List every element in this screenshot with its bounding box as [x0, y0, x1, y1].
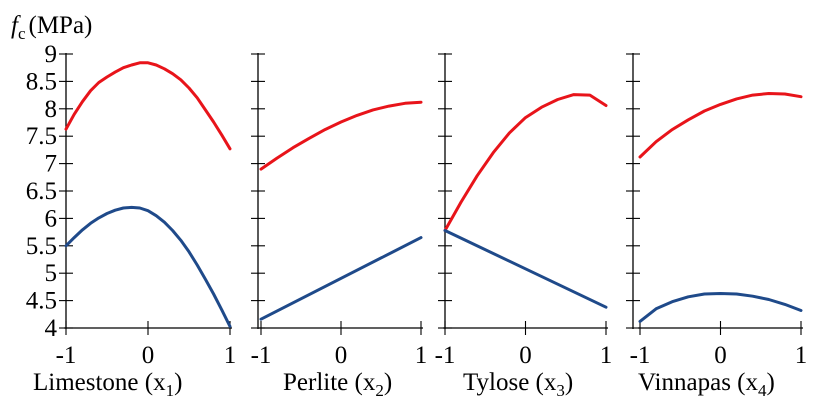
x-tick-label: 0 [714, 342, 727, 369]
x-tick-label: 0 [142, 342, 155, 369]
x-tick-label: 1 [415, 342, 428, 369]
panel-title-text: Limestone (x [33, 369, 166, 396]
series-line-blue [259, 236, 423, 321]
panel-2: -1 0 1 Perlite (x2) [251, 53, 428, 400]
panel-3: -1 0 1 Tylose (x3) [435, 53, 613, 400]
panel-title-close: ) [565, 369, 573, 396]
x-tick-label: -1 [251, 342, 272, 369]
panel-title-close: ) [174, 369, 182, 396]
y-axis-label-symbol: f [11, 12, 21, 39]
panel-4: -1 0 1 Vinnapas (x4) [626, 53, 807, 400]
panel-title: Limestone (x1) [33, 369, 182, 400]
series-line-red [443, 93, 608, 232]
y-tick-label: 5 [45, 260, 58, 287]
panel-title: Perlite (x2) [283, 369, 392, 400]
panel-title-subscript: 2 [375, 381, 384, 400]
series-line-blue [638, 292, 803, 323]
panel-title-text: Vinnapas (x [638, 369, 758, 396]
panel-title: Vinnapas (x4) [638, 369, 775, 400]
x-tick-label: 1 [600, 342, 613, 369]
y-tick-label: 7.5 [26, 123, 57, 150]
y-tick-label: 6.5 [26, 178, 57, 205]
x-tick-label: -1 [630, 342, 651, 369]
series-line-red [259, 100, 423, 171]
y-tick-label: 7 [45, 151, 58, 178]
y-tick-label: 8 [45, 96, 58, 123]
x-tick-label: 0 [335, 342, 348, 369]
panel-title-close: ) [384, 369, 392, 396]
panel-title-subscript: 4 [758, 381, 767, 400]
y-tick-label: 8.5 [26, 68, 57, 95]
y-tick-label: 6 [45, 205, 58, 232]
panel-title: Tylose (x3) [463, 369, 573, 400]
panel-title-close: ) [767, 369, 775, 396]
y-tick-label: 4.5 [26, 288, 57, 315]
y-axis-label: fc (MPa) [11, 12, 92, 43]
panel-title-subscript: 3 [556, 381, 565, 400]
panel-title-text: Perlite (x [283, 369, 376, 396]
x-tick-label: 1 [795, 342, 808, 369]
y-tick-label: 9 [45, 41, 58, 68]
series-line-blue [64, 205, 232, 328]
panel-title-text: Tylose (x [463, 369, 557, 396]
panel-title-subscript: 1 [166, 381, 175, 400]
y-axis-label-unit: (MPa) [29, 12, 93, 39]
x-tick-label: -1 [56, 342, 77, 369]
y-axis-label-subscript: c [18, 24, 26, 43]
series-line-red [64, 61, 232, 151]
x-tick-label: 1 [224, 342, 237, 369]
y-tick-label: 5.5 [26, 233, 57, 260]
x-tick-label: 0 [519, 342, 532, 369]
series-line-blue [443, 229, 608, 309]
series-line-red [638, 92, 803, 159]
x-tick-label: -1 [435, 342, 456, 369]
y-tick-label: 4 [45, 315, 58, 342]
